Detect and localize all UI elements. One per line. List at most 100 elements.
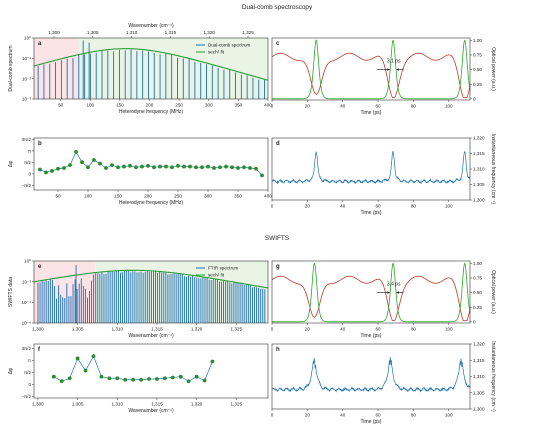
plot-frame xyxy=(271,137,471,201)
x-tick-label: 0 xyxy=(271,413,274,418)
y-tick-label: 10⁻³ xyxy=(22,97,32,102)
panel-b: 50 100 150 200 250 300 350 400 3π/2 π π/2 0 −π/2 b Het… xyxy=(8,137,272,206)
phase-point xyxy=(128,163,132,168)
fit-curve xyxy=(33,48,269,81)
x-tick-label: 400 xyxy=(264,103,272,108)
phase-point xyxy=(218,165,222,170)
x-tick-label: 250 xyxy=(175,103,183,108)
fwhm-annotation: 3.4 ps xyxy=(387,282,401,288)
phase-line xyxy=(39,151,263,176)
y-axis-label: Δφ xyxy=(8,367,14,374)
phase-point xyxy=(248,166,252,170)
shaded-region-right xyxy=(95,261,268,323)
panel-label: f xyxy=(38,347,41,353)
x-tick-label: 60 xyxy=(376,327,382,332)
y-tick-label: 1.00 xyxy=(473,261,482,266)
x-tick-label: 60 xyxy=(376,413,382,418)
plot-frame xyxy=(33,343,269,399)
phase-point xyxy=(110,163,114,167)
y-tick-label: 10⁻⁴ xyxy=(21,300,31,305)
phase-point xyxy=(206,164,210,169)
green-trace xyxy=(272,262,471,323)
x-tick-label: 100 xyxy=(445,104,453,109)
phase-point xyxy=(139,377,143,382)
phase-point xyxy=(75,356,80,361)
x-tick-label: 1,320 xyxy=(191,402,203,407)
panel-g: 3.4 ps 0 20 40 60 80 100 0 0.25 0.50 0.75 1.00 g Time… xyxy=(271,260,496,339)
x-axis-label: Wavenumber (cm⁻¹) xyxy=(128,333,174,339)
y-tick-label: 0.25 xyxy=(473,82,482,87)
plot-frame xyxy=(33,137,269,191)
panel-label: h xyxy=(276,347,280,353)
top-tick-label: 1,320 xyxy=(203,30,215,35)
legend-label: sech² fit xyxy=(208,50,225,55)
phase-point xyxy=(68,163,72,167)
phase-point xyxy=(56,166,60,171)
x-axis-label: Time (ps) xyxy=(361,333,382,339)
phase-point xyxy=(44,170,48,175)
phase-point xyxy=(99,374,104,379)
phase-point xyxy=(170,375,175,380)
x-tick-label: 1,325 xyxy=(231,327,243,332)
y-tick-label: 0.25 xyxy=(473,305,482,310)
x-tick-label: 20 xyxy=(305,204,311,209)
plot-frame xyxy=(271,343,471,410)
x-axis-label: Heterodyne frequency (MHz) xyxy=(119,109,184,115)
fwhm-arrowhead-right xyxy=(396,68,399,71)
fwhm-annotation: 3.1 ps xyxy=(387,59,401,65)
phase-point xyxy=(152,165,156,170)
phase-point xyxy=(202,378,207,383)
x-tick-label: 100 xyxy=(86,103,94,108)
phase-point xyxy=(147,377,151,381)
phase-point xyxy=(91,354,96,359)
phase-point xyxy=(182,164,186,169)
y-tick-label: 1,300 xyxy=(473,198,485,203)
panel-label: e xyxy=(38,264,42,270)
phase-point xyxy=(164,164,168,169)
phase-point xyxy=(62,166,66,170)
y-tick-label: 10⁻² xyxy=(22,76,32,81)
phase-point xyxy=(236,166,240,170)
y-tick-label: π/2 xyxy=(24,370,31,375)
plot-frame xyxy=(271,260,471,324)
x-tick-label: 300 xyxy=(205,103,213,108)
top-tick-label: 1,310 xyxy=(126,30,138,35)
phase-point xyxy=(162,376,167,381)
green-trace xyxy=(272,39,471,100)
y-tick-label: 1,300 xyxy=(473,407,485,412)
frequency-trace xyxy=(271,150,471,185)
phase-point xyxy=(38,167,42,172)
x-tick-label: 60 xyxy=(376,204,382,209)
y-tick-label: 0.75 xyxy=(473,276,482,281)
shaded-region-left xyxy=(34,38,79,99)
y-tick-label: 10⁰ xyxy=(24,36,31,41)
y-tick-label: 10⁻⁶ xyxy=(22,321,32,326)
y-axis-label: Dual-comb spectrum xyxy=(8,45,14,91)
section-title-swifts: SWIFTS xyxy=(265,235,289,242)
red-trace xyxy=(271,275,471,322)
y-tick-label: 1,315 xyxy=(473,151,485,156)
x-tick-label: 1,300 xyxy=(32,327,44,332)
y-tick-label: 3π/2 xyxy=(21,346,31,351)
fit-curve xyxy=(33,269,269,289)
x-tick-label: 80 xyxy=(411,204,417,209)
x-axis-label: Time (ps) xyxy=(361,210,382,216)
phase-point xyxy=(260,173,264,178)
panel-label: a xyxy=(38,41,42,47)
x-tick-label: 50 xyxy=(55,194,61,199)
y-tick-label: 1,310 xyxy=(473,167,485,172)
x-tick-label: 1,300 xyxy=(32,402,44,407)
x-tick-label: 100 xyxy=(445,204,453,209)
x-tick-label: 300 xyxy=(204,194,212,199)
top-tick-label: 1,325 xyxy=(242,30,254,35)
panel-label: c xyxy=(276,41,280,47)
phase-point xyxy=(104,166,108,170)
x-tick-label: 20 xyxy=(305,104,311,109)
top-tick-label: 1,300 xyxy=(48,30,60,35)
phase-point xyxy=(188,164,192,169)
y-tick-label: 0.50 xyxy=(473,290,482,295)
x-axis-label: Heterodyne frequency (MHz) xyxy=(119,200,184,206)
y-tick-label: 0.50 xyxy=(473,67,482,72)
x-tick-label: 0 xyxy=(271,204,274,209)
